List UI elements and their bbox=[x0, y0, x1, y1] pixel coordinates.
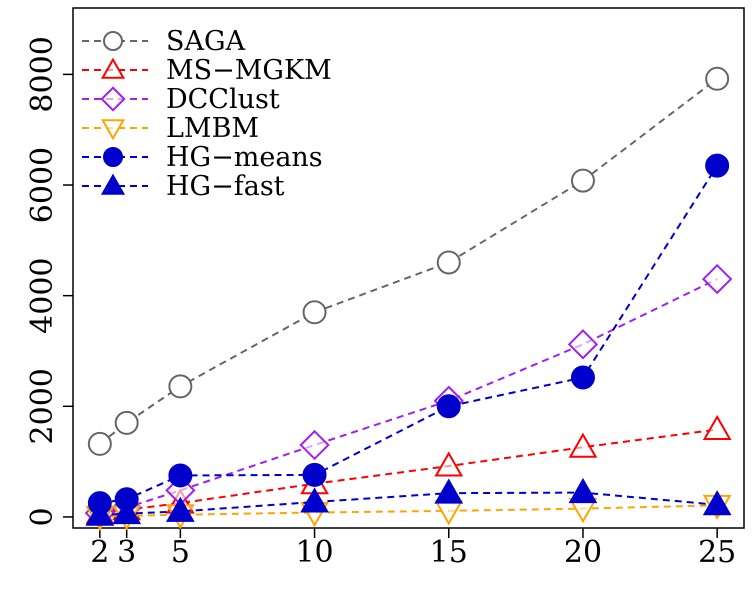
data-point bbox=[100, 173, 126, 195]
data-point bbox=[100, 86, 126, 112]
y-axis: 0 2000 4000 6000 8000 bbox=[25, 36, 73, 526]
y-tick-label: 8000 bbox=[25, 36, 60, 112]
x-tick-label: 15 bbox=[430, 535, 468, 570]
series-4 bbox=[87, 153, 730, 516]
data-point bbox=[434, 500, 464, 526]
x-tick-label: 25 bbox=[698, 535, 736, 570]
data-point bbox=[570, 365, 595, 390]
series-0 bbox=[87, 66, 730, 456]
legend-item: LMBM bbox=[82, 113, 259, 144]
x-tick-label: 3 bbox=[117, 535, 136, 570]
legend-item: HG−fast bbox=[82, 171, 285, 202]
legend-label: SAGA bbox=[166, 26, 246, 57]
data-point bbox=[300, 487, 329, 513]
legend-label: HG−fast bbox=[166, 171, 285, 202]
series-layer bbox=[84, 66, 733, 532]
data-point bbox=[103, 31, 123, 51]
legend-label: DCClust bbox=[166, 84, 280, 115]
data-point bbox=[436, 250, 461, 275]
series-line bbox=[99, 278, 718, 515]
data-point bbox=[87, 431, 112, 456]
data-point bbox=[567, 329, 599, 360]
data-point bbox=[85, 500, 115, 526]
data-point bbox=[100, 119, 126, 141]
legend-item: MS−MGKM bbox=[82, 55, 332, 86]
y-tick-label: 0 bbox=[25, 507, 60, 526]
plot-frame bbox=[72, 7, 745, 529]
series-line bbox=[99, 165, 719, 505]
y-tick-label: 4000 bbox=[25, 257, 60, 333]
legend-item: SAGA bbox=[82, 26, 246, 57]
series-5 bbox=[85, 477, 732, 526]
legend-label: LMBM bbox=[166, 113, 259, 144]
x-tick-label: 2 bbox=[90, 535, 109, 570]
x-tick-label: 20 bbox=[564, 535, 602, 570]
data-point bbox=[299, 429, 330, 461]
legend-label: HG−means bbox=[166, 142, 323, 173]
y-tick-label: 6000 bbox=[25, 147, 60, 223]
data-point bbox=[570, 168, 595, 193]
x-tick-label: 5 bbox=[171, 535, 190, 570]
data-point bbox=[302, 300, 327, 325]
data-point bbox=[434, 478, 464, 504]
data-point bbox=[165, 496, 195, 522]
data-point bbox=[702, 414, 732, 441]
data-point bbox=[302, 462, 327, 487]
data-point bbox=[168, 463, 193, 488]
legend-item: DCClust bbox=[82, 84, 280, 115]
data-point bbox=[100, 57, 126, 79]
data-point bbox=[702, 490, 732, 516]
data-point bbox=[434, 451, 464, 477]
data-point bbox=[112, 498, 142, 525]
data-point bbox=[568, 432, 598, 458]
data-point bbox=[114, 410, 139, 435]
data-point bbox=[568, 477, 598, 504]
data-point bbox=[701, 263, 733, 295]
data-point bbox=[103, 147, 123, 167]
legend-item: HG−means bbox=[82, 142, 323, 173]
x-tick-label: 10 bbox=[295, 535, 333, 570]
data-point bbox=[436, 394, 461, 419]
data-point bbox=[705, 66, 730, 91]
legend-label: MS−MGKM bbox=[166, 55, 332, 86]
data-point bbox=[705, 153, 730, 178]
y-tick-label: 2000 bbox=[25, 368, 60, 444]
series-line bbox=[99, 428, 718, 515]
data-point bbox=[168, 374, 193, 399]
x-axis: 2 3 5 10 15 20 25 bbox=[90, 528, 736, 570]
